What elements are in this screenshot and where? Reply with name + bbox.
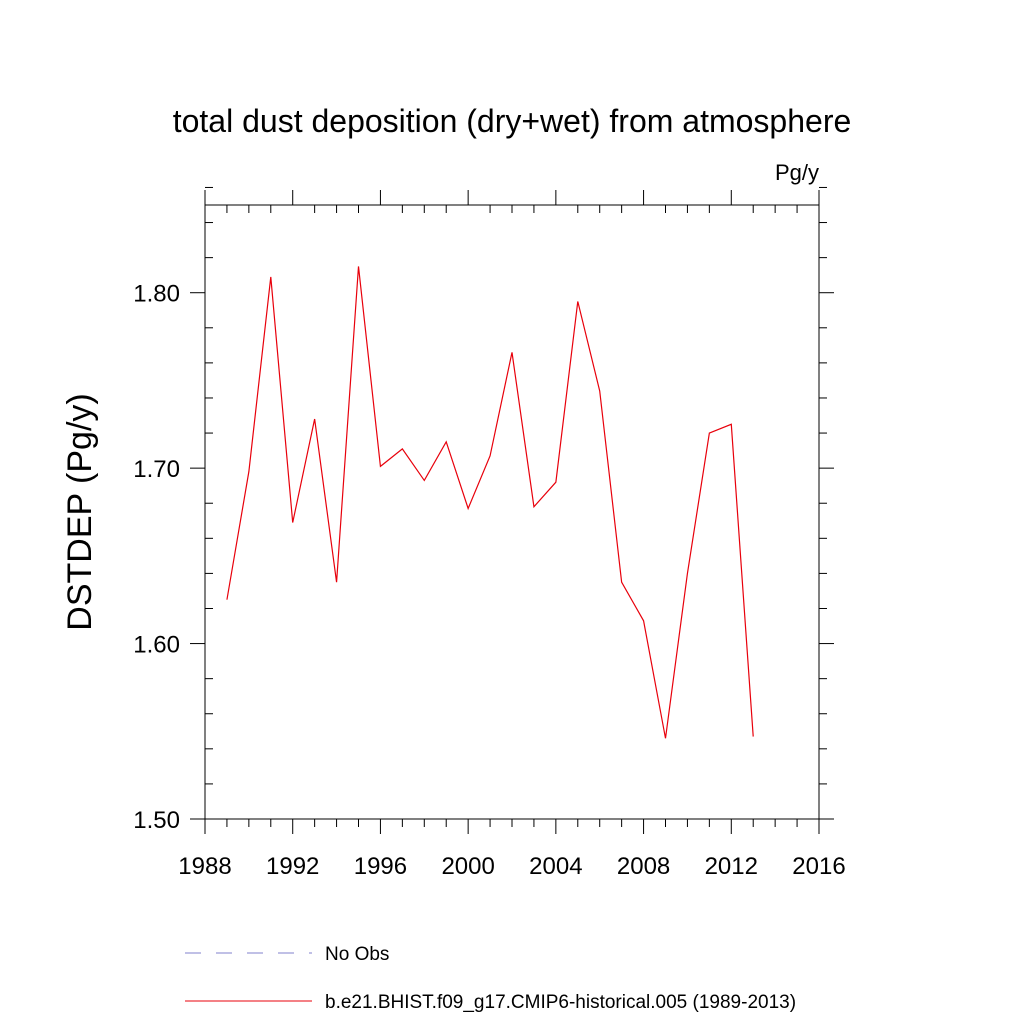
series-layer bbox=[226, 266, 754, 739]
units-label: Pg/y bbox=[775, 160, 819, 185]
plot-frame bbox=[204, 204, 820, 820]
y-axis-label: DSTDEP (Pg/y) bbox=[61, 393, 99, 630]
legend: No Obs b.e21.BHIST.f09_g17.CMIP6-historic… bbox=[185, 944, 796, 1013]
x-tick-label: 2008 bbox=[617, 853, 670, 880]
x-tick-label: 1992 bbox=[266, 853, 319, 880]
legend-label: No Obs bbox=[325, 944, 389, 965]
y-tick-label: 1.70 bbox=[133, 456, 180, 483]
x-tick-label: 1988 bbox=[178, 853, 231, 880]
y-tick-label: 1.60 bbox=[133, 632, 180, 659]
x-tick-label: 2016 bbox=[792, 853, 845, 880]
chart-title: total dust deposition (dry+wet) from atm… bbox=[173, 103, 852, 139]
x-tick-label: 1996 bbox=[354, 853, 407, 880]
x-tick-label: 2004 bbox=[529, 853, 582, 880]
y-tick-label: 1.50 bbox=[133, 807, 180, 834]
axis-ticks: 1988 1992 1996 2000 2004 2008 2012 2016 1.50 1.60… bbox=[133, 186, 846, 880]
x-tick-label: 2012 bbox=[705, 853, 758, 880]
y-tick-label: 1.80 bbox=[133, 281, 180, 308]
x-tick-label: 2000 bbox=[441, 853, 494, 880]
series-line-1 bbox=[226, 266, 754, 739]
legend-label: b.e21.BHIST.f09_g17.CMIP6-historical.005… bbox=[325, 992, 796, 1013]
